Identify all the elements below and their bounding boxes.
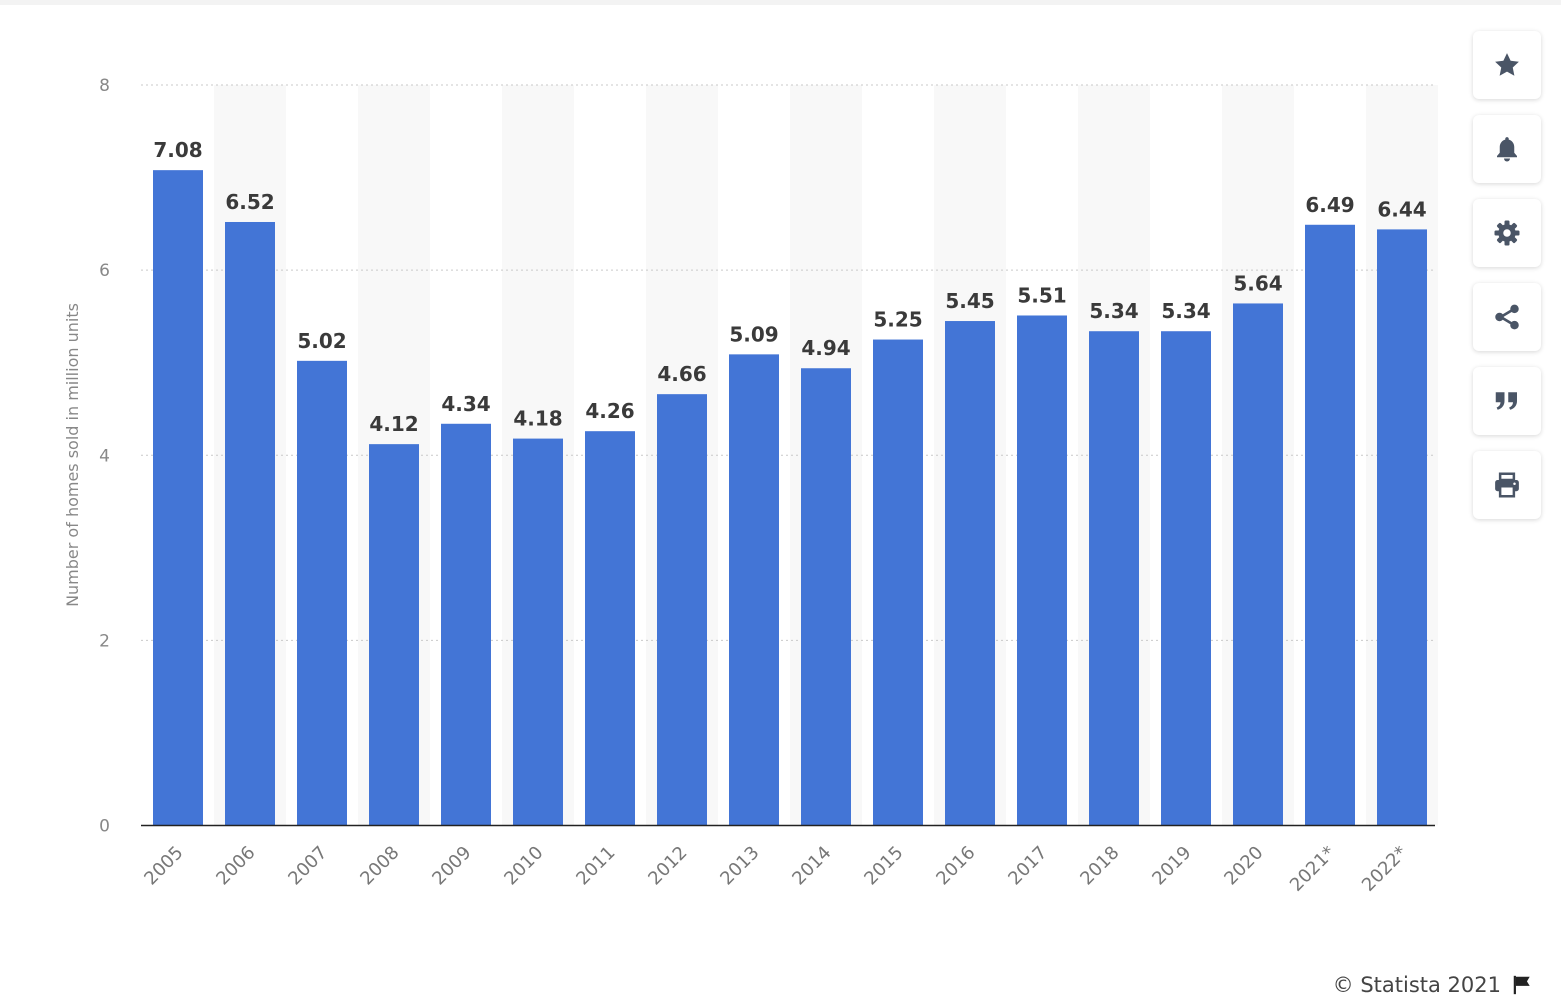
x-tick-label: 2009 [428, 842, 475, 889]
x-tick-label: 2010 [500, 842, 547, 889]
bar[interactable] [1017, 315, 1067, 826]
bar[interactable] [729, 354, 779, 826]
data-label: 4.18 [513, 407, 562, 431]
x-tick-label: 2013 [716, 842, 763, 889]
x-tick-label: 2011 [572, 842, 619, 889]
data-label: 4.34 [441, 392, 490, 416]
x-tick-label: 2019 [1148, 842, 1195, 889]
y-axis-ticks: 0 2 4 6 8 [99, 76, 110, 837]
bell-icon [1497, 137, 1517, 162]
quote-icon [1495, 392, 1517, 410]
data-label: 5.09 [729, 322, 778, 346]
share-button[interactable] [1473, 283, 1541, 351]
data-label: 7.08 [153, 138, 202, 162]
data-labels: 7.08 6.52 5.02 4.12 4.34 4.18 4.26 4.66 5.09 4.94… [153, 138, 1426, 436]
x-tick-label: 2020 [1220, 842, 1267, 889]
bar[interactable] [153, 170, 203, 826]
bar[interactable] [441, 423, 491, 826]
data-label: 5.34 [1089, 299, 1138, 323]
y-tick-label: 6 [99, 261, 110, 281]
x-tick-label: 2021* [1286, 842, 1340, 896]
data-label: 5.02 [297, 329, 346, 353]
data-label: 4.12 [369, 412, 418, 436]
data-label: 5.34 [1161, 299, 1210, 323]
data-label: 4.66 [657, 362, 706, 386]
copyright-text: © Statista 2021 [1332, 973, 1501, 997]
y-tick-label: 2 [99, 631, 110, 651]
share-icon [1495, 304, 1519, 330]
bar[interactable] [657, 394, 707, 826]
bar[interactable] [1161, 331, 1211, 826]
bar[interactable] [225, 221, 275, 826]
data-label: 6.44 [1377, 197, 1426, 221]
x-tick-label: 2008 [356, 842, 403, 889]
data-label: 5.64 [1233, 271, 1282, 295]
data-label: 5.51 [1017, 283, 1066, 307]
chart-tools-sidebar [1473, 31, 1541, 535]
x-tick-label: 2014 [788, 842, 835, 889]
x-tick-label: 2005 [140, 842, 187, 889]
data-label: 5.45 [945, 289, 994, 313]
bar[interactable] [1305, 224, 1355, 826]
bar[interactable] [513, 438, 563, 826]
x-tick-label: 2016 [932, 842, 979, 889]
data-label: 4.26 [585, 399, 634, 423]
gridlines [141, 84, 1435, 641]
cite-button[interactable] [1473, 367, 1541, 435]
footer: © Statista 2021 [1333, 970, 1533, 1000]
x-tick-label: 2015 [860, 842, 907, 889]
bar[interactable] [801, 368, 851, 826]
notification-button[interactable] [1473, 115, 1541, 183]
bar[interactable] [585, 431, 635, 826]
x-tick-label: 2017 [1004, 842, 1051, 889]
y-tick-label: 4 [99, 446, 110, 466]
x-tick-label: 2007 [284, 842, 331, 889]
y-axis-label: Number of homes sold in million units [63, 303, 82, 607]
y-tick-label: 0 [99, 817, 110, 837]
star-icon [1495, 53, 1519, 76]
data-label: 4.94 [801, 336, 850, 360]
x-tick-label: 2012 [644, 842, 691, 889]
data-label: 6.52 [225, 190, 274, 214]
flag-icon[interactable] [1511, 974, 1533, 996]
print-button[interactable] [1473, 451, 1541, 519]
data-label: 6.49 [1305, 193, 1354, 217]
settings-button[interactable] [1473, 199, 1541, 267]
bar[interactable] [1089, 331, 1139, 826]
gear-icon [1494, 220, 1520, 246]
bar[interactable] [369, 444, 419, 826]
bars [153, 170, 1427, 826]
bar[interactable] [297, 360, 347, 826]
x-axis-ticks: 2005 2006 2007 2008 2009 2010 2011 2012 2013 2014… [140, 842, 1411, 896]
top-strip [0, 0, 1561, 5]
x-tick-label: 2018 [1076, 842, 1123, 889]
print-icon [1495, 472, 1519, 498]
bar[interactable] [945, 321, 995, 826]
bar[interactable] [1233, 303, 1283, 826]
data-label: 5.25 [873, 308, 922, 332]
favorite-button[interactable] [1473, 31, 1541, 99]
x-tick-label: 2006 [212, 842, 259, 889]
y-tick-label: 8 [99, 76, 110, 96]
x-tick-label: 2022* [1358, 842, 1412, 896]
bar[interactable] [1377, 229, 1427, 826]
bar[interactable] [873, 339, 923, 826]
